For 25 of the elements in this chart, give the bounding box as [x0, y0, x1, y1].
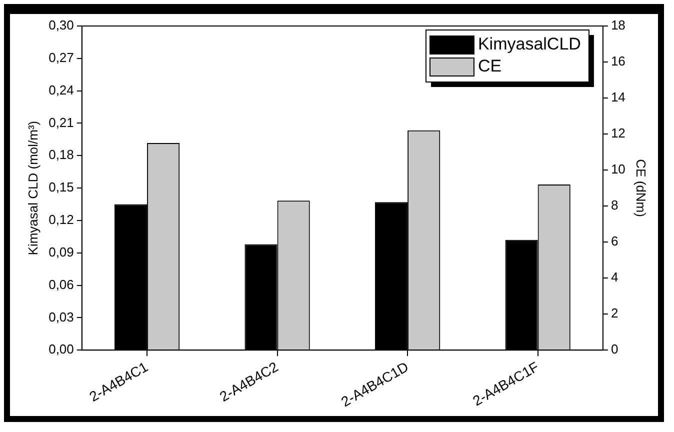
y-tick-label: 0,15 [48, 180, 74, 195]
y-tick-label: 0,24 [48, 82, 74, 98]
y2-tick-label: 12 [610, 126, 626, 141]
y-tick-label: 0,00 [48, 342, 74, 357]
y-tick-label: 0,27 [48, 50, 74, 65]
y-tick-label: 0,21 [48, 114, 74, 130]
y2-tick-label: 8 [610, 198, 618, 213]
y2-tick-label: 0 [610, 342, 618, 357]
y-tick-label: 0,12 [48, 212, 74, 228]
y2-tick-label: 2 [610, 306, 618, 321]
y-tick-label: 0,06 [48, 276, 74, 292]
y-tick-label: 0,18 [48, 147, 74, 162]
y2-axis-title: CE (dNm) [634, 159, 649, 217]
y2-tick-label: 14 [610, 90, 626, 105]
legend-label: CE [478, 56, 502, 76]
y2-tick-label: 18 [610, 18, 626, 33]
legend-label: KimyasalCLD [478, 34, 581, 54]
y2-tick-label: 16 [610, 54, 626, 69]
y-tick-label: 0,03 [48, 309, 74, 324]
y-tick-label: 0,09 [48, 244, 74, 260]
y2-tick-label: 4 [610, 270, 618, 285]
y-axis-title: Kimyasal CLD (mol/m³) [25, 120, 40, 256]
y2-tick-label: 6 [610, 234, 618, 249]
y2-tick-label: 10 [610, 162, 626, 177]
y-tick-label: 0,30 [48, 18, 74, 33]
